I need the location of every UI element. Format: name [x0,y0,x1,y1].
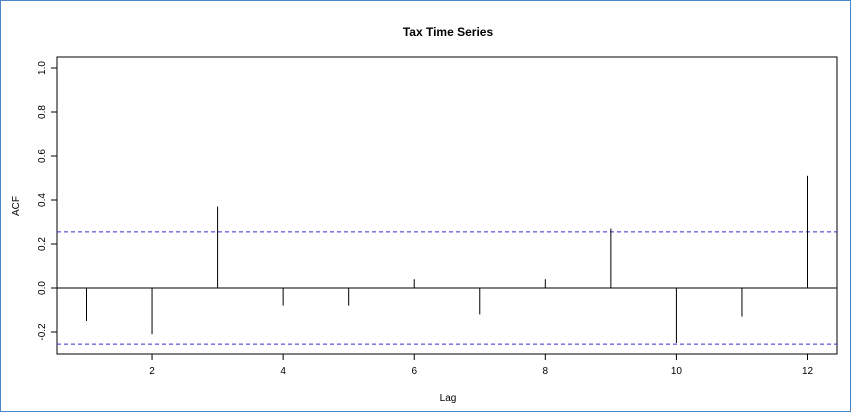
x-tick-label: 4 [280,366,286,377]
y-axis: -0.2 0.0 0.2 0.4 0.6 0.8 1.0 [37,61,57,341]
x-tick-label: 10 [671,366,683,377]
plot-area-box [56,56,838,355]
y-axis-label: ACF [11,196,22,216]
x-tick-label: 2 [149,366,155,377]
x-tick-label: 12 [802,366,814,377]
y-tick-label: -0.2 [37,323,48,341]
x-axis-label: Lag [440,393,457,404]
y-tick-label: 1.0 [37,61,48,75]
confidence-bounds [57,231,837,345]
y-tick-label: 0.2 [37,237,48,251]
chart-title: Tax Time Series [403,25,494,39]
y-tick-label: 0.4 [37,193,48,207]
y-tick-label: 0.8 [37,105,48,119]
x-tick-label: 6 [411,366,417,377]
x-tick-label: 8 [543,366,549,377]
y-tick-label: 0.0 [37,281,48,295]
x-axis: 2 4 6 8 10 12 [149,354,814,377]
acf-spikes [85,175,809,343]
y-tick-label: 0.6 [37,149,48,163]
